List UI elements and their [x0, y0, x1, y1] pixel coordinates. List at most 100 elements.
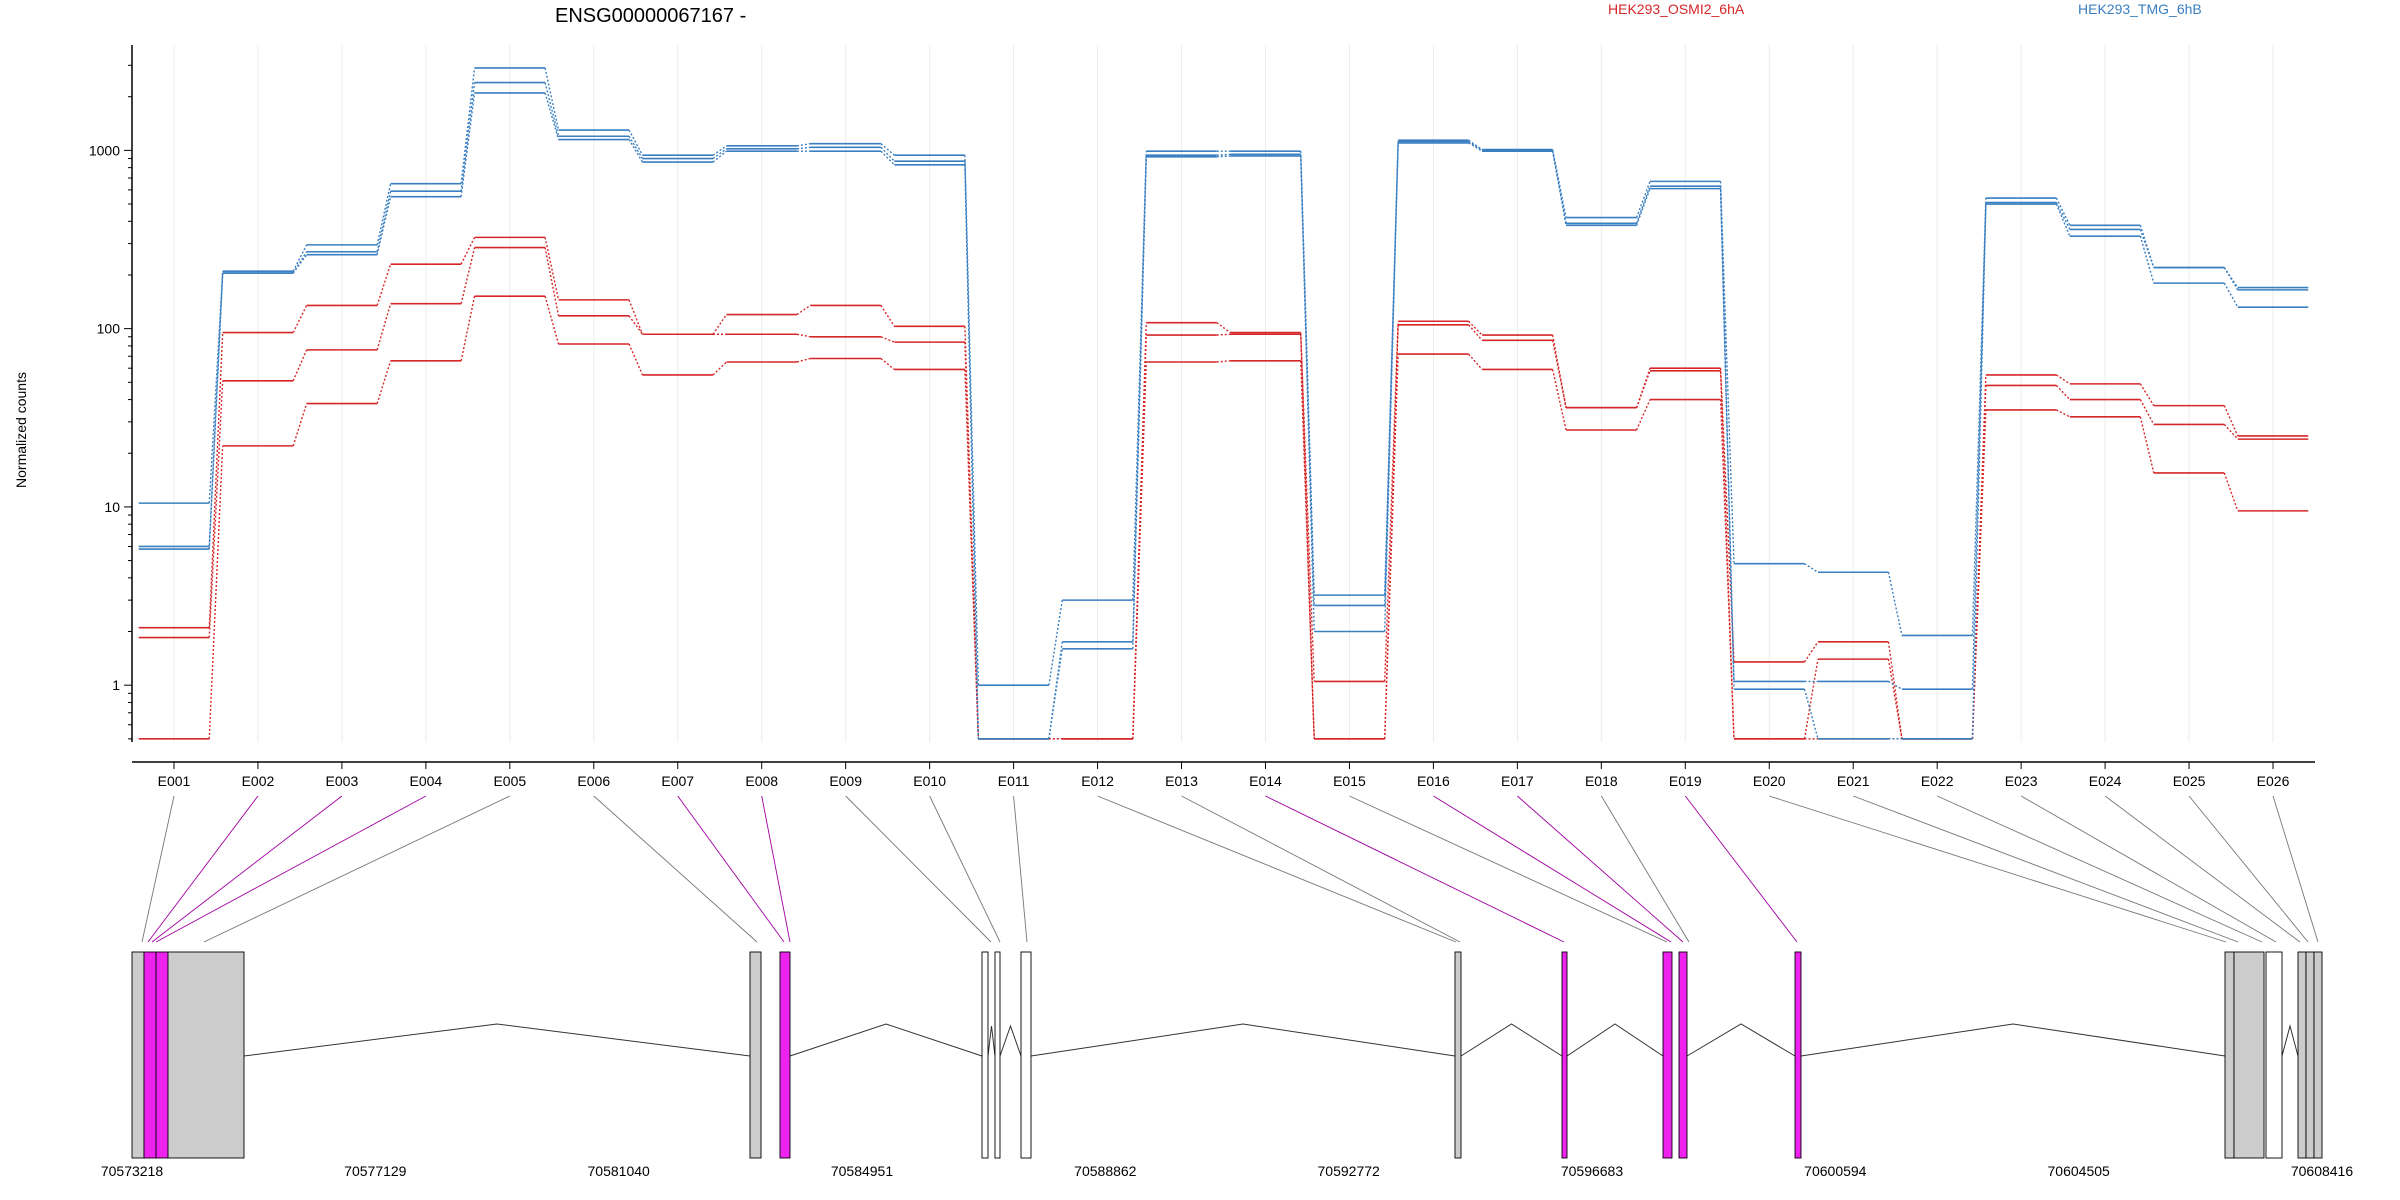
- series-1-connector: [1468, 320, 1483, 336]
- exon-block-10: [1454, 951, 1462, 1159]
- connector-e019: [1684, 795, 1798, 943]
- series-4-connector: [1804, 563, 1819, 573]
- exon-block-16: [2233, 951, 2265, 1159]
- connector-e025: [2188, 795, 2309, 943]
- connector-e011: [1013, 795, 1028, 943]
- x-tick-label-e015: E015: [1333, 773, 1366, 789]
- series-2-connector: [1635, 370, 1651, 408]
- coordinate-label: 70600594: [1804, 1163, 1867, 1179]
- intron-line: [789, 1023, 983, 1057]
- intron-line: [2281, 1024, 2299, 1057]
- intron-line: [1030, 1023, 1456, 1057]
- x-tick-label-e026: E026: [2257, 773, 2290, 789]
- exon-block-20: [2313, 951, 2323, 1159]
- exon-block-4: [167, 951, 245, 1159]
- series-5-connector: [1971, 202, 1987, 690]
- connector-e003: [151, 795, 343, 943]
- x-tick-label-e024: E024: [2089, 773, 2122, 789]
- series-3-connector: [376, 360, 392, 404]
- series-4-connector: [1468, 139, 1483, 151]
- connector-e015: [1349, 795, 1668, 943]
- intron-line: [987, 1025, 996, 1057]
- series-6-connector: [1300, 155, 1315, 632]
- x-tick-label-e008: E008: [745, 773, 778, 789]
- x-tick-label-e023: E023: [2005, 773, 2038, 789]
- vertical-grid: [173, 45, 2274, 742]
- series-6-connector: [1551, 151, 1567, 226]
- x-tick-label-e016: E016: [1417, 773, 1450, 789]
- x-tick-label-e003: E003: [326, 773, 359, 789]
- connector-e014: [1265, 795, 1565, 943]
- series-5: [138, 81, 2309, 740]
- series-3-connector: [1468, 353, 1483, 370]
- series-4-connector: [712, 145, 727, 156]
- connector-e021: [1853, 795, 2239, 943]
- intron-line: [243, 1023, 751, 1057]
- series-5-connector: [544, 82, 560, 137]
- connector-e002: [147, 795, 259, 943]
- series-6-connector: [2139, 236, 2155, 284]
- series-2-connector: [880, 336, 895, 343]
- exon-block-14: [1794, 951, 1802, 1159]
- series-2-connector: [376, 303, 392, 351]
- coordinate-label: 70596683: [1561, 1163, 1624, 1179]
- series-4-connector: [1887, 572, 1903, 636]
- axes: 1 10 100 1000: [89, 45, 2315, 769]
- series-4-connector: [376, 183, 392, 246]
- series-3-connector: [628, 343, 644, 376]
- series-3-connector: [292, 403, 308, 447]
- exon-block-8: [994, 951, 1001, 1159]
- connector-e010: [929, 795, 1001, 943]
- x-tick-label-e025: E025: [2173, 773, 2206, 789]
- series-2-connector: [2055, 384, 2071, 401]
- series-layer: [138, 67, 2309, 740]
- series-3-connector: [460, 296, 476, 361]
- series-5-connector: [1888, 680, 1903, 690]
- series-4-connector: [2055, 197, 2071, 226]
- connector-e009: [845, 795, 992, 943]
- x-tick-label-e001: E001: [158, 773, 191, 789]
- series-2-connector: [208, 380, 224, 638]
- series-6-connector: [460, 92, 476, 197]
- y-tick-label: 1000: [89, 142, 120, 158]
- exon-block-17: [2265, 951, 2283, 1159]
- series-1-connector: [2139, 383, 2155, 406]
- series-5-connector: [1468, 141, 1483, 151]
- connector-e008: [761, 795, 791, 943]
- series-2-connector: [1803, 659, 1819, 739]
- series-5-connector: [1635, 185, 1651, 224]
- exon-block-18: [2297, 951, 2307, 1159]
- connector-e005: [203, 795, 511, 943]
- series-3-connector: [712, 361, 727, 376]
- chart-title: ENSG00000067167 -: [555, 5, 746, 27]
- exon-block-13: [1678, 951, 1688, 1159]
- series-6-connector: [544, 92, 560, 140]
- series-1-connector: [208, 332, 224, 628]
- connector-e006: [593, 795, 758, 943]
- series-5-connector: [628, 135, 644, 159]
- series-6-connector: [1384, 142, 1399, 632]
- series-1-connector: [2223, 405, 2239, 437]
- series-4-connector: [628, 129, 644, 156]
- x-tick-label-e013: E013: [1165, 773, 1198, 789]
- connector-e004: [155, 795, 427, 943]
- intron-line: [1460, 1023, 1563, 1057]
- connector-e018: [1600, 795, 1690, 943]
- exon-block-2: [143, 951, 157, 1159]
- intron-line: [999, 1024, 1022, 1057]
- series-6-connector: [1803, 688, 1819, 740]
- series-2-connector: [460, 247, 476, 304]
- series-6-connector: [1048, 648, 1063, 739]
- series-1-connector: [2056, 374, 2071, 385]
- series-3-connector: [1300, 360, 1315, 739]
- exon-block-19: [2305, 951, 2315, 1159]
- series-4-connector: [1635, 181, 1651, 218]
- series-3-connector: [1384, 354, 1399, 739]
- x-tick-label-e020: E020: [1753, 773, 1786, 789]
- series-4-connector: [964, 155, 980, 686]
- x-tick-label-e014: E014: [1249, 773, 1282, 789]
- series-4-connector: [1971, 198, 1987, 636]
- series-2-connector: [544, 247, 560, 316]
- connector-e024: [2104, 795, 2301, 943]
